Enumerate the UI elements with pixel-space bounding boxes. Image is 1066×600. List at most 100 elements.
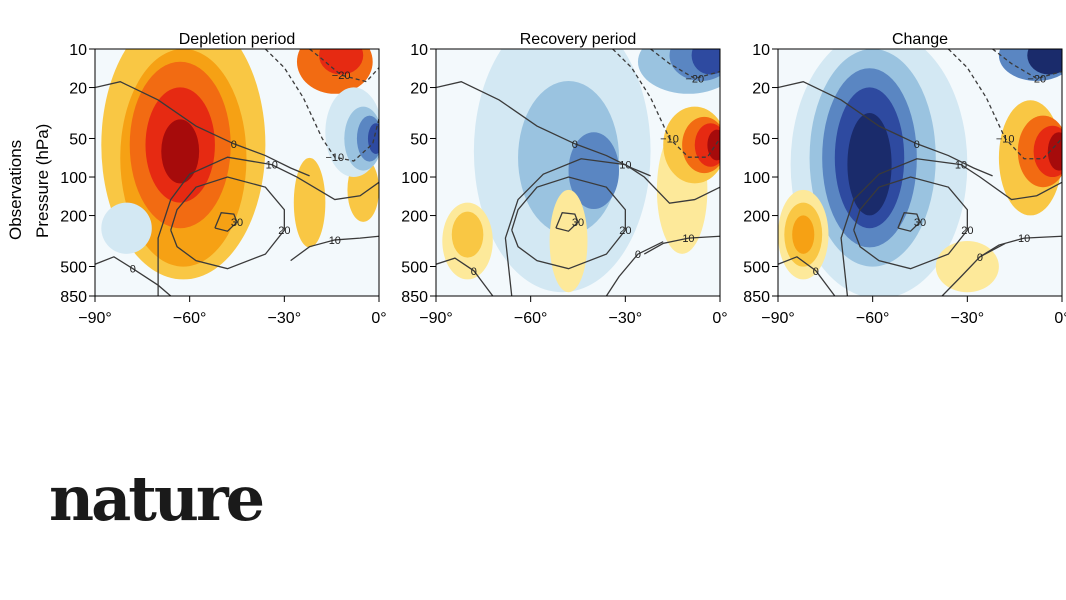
shading-cell [935, 241, 999, 293]
contour-layer: 30 20 10 10 0 0 −10 −20 [95, 49, 379, 296]
shading-layer [101, 49, 379, 280]
y-tick-label: 20 [69, 81, 87, 98]
x-tick-label: −60° [173, 310, 207, 327]
x-tick-label: −60° [856, 310, 890, 327]
shading-cell [367, 123, 379, 154]
contour-line [778, 80, 993, 177]
y-tick-label: 850 [743, 289, 770, 306]
contour-line [992, 49, 1062, 80]
contour-label: 10 [1018, 233, 1030, 245]
contour-label: 0 [231, 139, 237, 151]
contour-label: −20 [332, 70, 351, 82]
contour-label: 0 [635, 249, 641, 261]
contour-line [436, 80, 651, 177]
y-tick-label: 10 [69, 42, 87, 59]
y-tick-label: 200 [401, 209, 428, 226]
y-tick-label: 20 [410, 81, 428, 98]
y-tick-label: 10 [410, 42, 428, 59]
shading-cell [451, 211, 484, 258]
contour-line [264, 49, 379, 162]
contour-label: −10 [660, 133, 679, 145]
panel-frame [94, 48, 380, 297]
contour-line [947, 49, 1062, 160]
x-tick-label: −30° [951, 310, 985, 327]
contour-line [170, 176, 285, 270]
contour-line [436, 257, 494, 296]
y-tick-label: 50 [410, 131, 428, 148]
y-tick-label: 20 [752, 81, 770, 98]
y-tick-label: 200 [743, 209, 770, 226]
contour-line [643, 235, 720, 255]
contour-line [555, 212, 579, 232]
contour-label: 10 [682, 233, 694, 245]
contour-label: 0 [471, 266, 477, 278]
panel-title: Depletion period [179, 31, 296, 48]
y-tick-label: 500 [401, 259, 428, 276]
x-tick-label: −60° [514, 310, 548, 327]
contour-line [95, 256, 172, 296]
y-tick-label: 100 [401, 170, 428, 187]
contour-label: 30 [231, 217, 243, 229]
panel-frame [435, 48, 721, 297]
contour-line [612, 49, 720, 158]
panel-frame [777, 48, 1063, 297]
y-tick-label: 500 [743, 259, 770, 276]
contour-label: 20 [961, 225, 973, 237]
y-tick-label: 850 [401, 289, 428, 306]
contour-label: 10 [619, 160, 631, 172]
contour-label: −10 [325, 152, 344, 164]
shading-cell [1027, 49, 1062, 75]
y-tick-label: 10 [752, 42, 770, 59]
nature-logo: nature [49, 462, 265, 535]
y-tick-label: 50 [752, 131, 770, 148]
contour-label: 0 [572, 139, 578, 151]
contour-label: 20 [619, 225, 631, 237]
contour-label: −20 [1027, 74, 1046, 86]
y-tick-label: 850 [60, 289, 87, 306]
contour-line [309, 49, 379, 83]
x-tick-label: −30° [609, 310, 643, 327]
contour-label: 10 [266, 160, 278, 172]
panel-title: Change [892, 31, 948, 48]
shading-layer [778, 49, 1062, 296]
shading-cell [101, 202, 152, 254]
contour-line [157, 156, 379, 296]
contour-label: 10 [329, 235, 341, 247]
shading-cell [549, 189, 588, 293]
x-tick-label: −90° [419, 310, 453, 327]
contour-line [840, 158, 1062, 296]
shading-cell [847, 113, 892, 216]
contour-line [897, 212, 921, 232]
contour-line [214, 212, 238, 232]
shading-cell [707, 129, 720, 161]
x-tick-label: −90° [78, 310, 112, 327]
contour-line [778, 256, 836, 296]
contour-line [941, 242, 1006, 296]
shading-layer [442, 49, 720, 293]
shading-cell [319, 49, 364, 75]
contour-line [650, 49, 720, 80]
contour-label: 30 [572, 217, 584, 229]
panel-title: Recovery period [520, 31, 637, 48]
y-tick-label: 100 [743, 170, 770, 187]
shading-cell [568, 132, 620, 210]
y-tick-label: 50 [69, 131, 87, 148]
contour-line [605, 241, 664, 296]
contour-label: −20 [685, 74, 704, 86]
contour-label: 0 [977, 252, 983, 264]
x-tick-label: −30° [268, 310, 302, 327]
x-tick-label: 0° [712, 310, 727, 327]
contour-line [504, 158, 720, 296]
y-tick-label: 200 [60, 209, 87, 226]
shading-cell [792, 215, 815, 254]
contour-label: −10 [996, 133, 1015, 145]
x-tick-label: −90° [761, 310, 795, 327]
panel-3: 30201010000−10−20Change10205010020050085… [743, 31, 1066, 327]
contour-label: 20 [278, 225, 290, 237]
contour-label: 0 [914, 139, 920, 151]
contour-line [979, 235, 1062, 258]
shading-cell [691, 49, 720, 75]
